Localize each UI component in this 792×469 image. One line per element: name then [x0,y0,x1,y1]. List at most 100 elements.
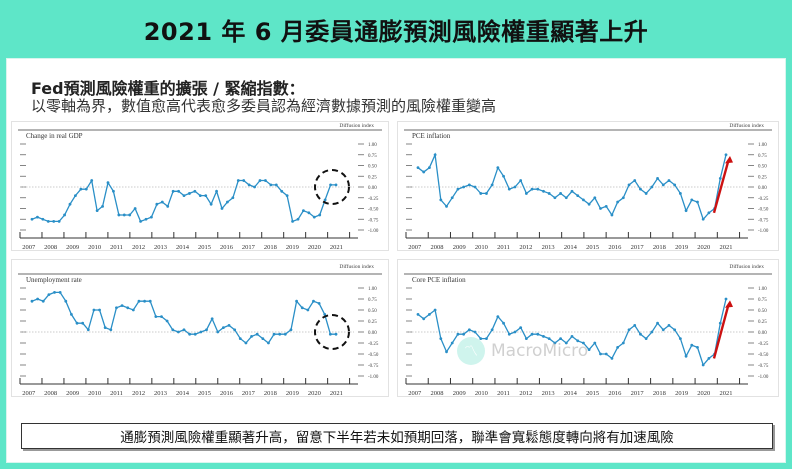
svg-text:0.75: 0.75 [368,154,377,159]
line-chart-core-pce: 1.00 0.75 0.50 0.25 0.00 -0.25 -0.50 -0.75 -1.00… [404,273,772,397]
svg-text:2015: 2015 [586,390,599,397]
svg-text:2011: 2011 [497,390,510,397]
svg-text:1.00: 1.00 [368,143,377,148]
svg-text:-0.25: -0.25 [368,197,379,202]
svg-text:2014: 2014 [176,390,190,397]
svg-text:0.25: 0.25 [758,175,767,180]
svg-text:-1.00: -1.00 [758,375,769,380]
subtitle-description: 以零軸為界，數值愈高代表愈多委員認為經濟數據預測的風險權重變高 [31,97,497,115]
svg-text:2021: 2021 [720,244,733,251]
svg-text:2018: 2018 [653,390,666,397]
svg-text:2015: 2015 [198,390,211,397]
svg-text:2010: 2010 [88,244,101,251]
chart-title: Core PCE inflation [412,276,466,284]
svg-text:2017: 2017 [242,244,256,251]
svg-text:0.25: 0.25 [368,175,377,180]
svg-text:2009: 2009 [453,390,466,397]
svg-text:2010: 2010 [475,244,488,251]
svg-text:0.75: 0.75 [758,154,767,159]
svg-text:-0.25: -0.25 [368,342,379,347]
svg-text:-0.50: -0.50 [368,353,379,358]
svg-text:2020: 2020 [697,244,710,251]
svg-text:2013: 2013 [154,244,167,251]
svg-text:2014: 2014 [176,244,190,251]
conclusion-note: 通膨預測風險權重顯著升高，留意下半年若未如預期回落，聯準會寬鬆態度轉向將有加速風… [21,423,773,449]
svg-text:-1.00: -1.00 [758,229,769,234]
svg-text:2008: 2008 [44,390,57,397]
watermark: 〽 MacroMicro [457,337,588,365]
chart-title: Change in real GDP [26,132,83,140]
svg-text:2013: 2013 [542,390,555,397]
svg-text:2009: 2009 [453,244,466,251]
line-chart-real-gdp: 1.00 0.75 0.50 0.25 0.00 -0.25 -0.50 -0.75 -1.00… [18,129,382,251]
svg-text:0.00: 0.00 [368,331,377,336]
svg-text:-0.25: -0.25 [758,342,769,347]
svg-text:2008: 2008 [44,244,57,251]
svg-text:0.00: 0.00 [758,331,767,336]
svg-text:2011: 2011 [497,244,510,251]
svg-text:2011: 2011 [110,244,123,251]
svg-text:1.00: 1.00 [758,143,767,148]
svg-text:-0.50: -0.50 [758,208,769,213]
svg-text:2020: 2020 [308,244,321,251]
svg-text:2021: 2021 [330,244,343,251]
svg-text:2016: 2016 [220,390,234,397]
svg-text:2018: 2018 [653,244,666,251]
content-card: Fed預測風險權重的擴張 / 緊縮指數： 以零軸為界，數值愈高代表愈多委員認為經… [6,58,786,463]
svg-text:2016: 2016 [608,244,622,251]
chart-panel-real-gdp: 1.00 0.75 0.50 0.25 0.00 -0.25 -0.50 -0.75 -1.00… [11,121,389,251]
svg-text:2020: 2020 [697,390,710,397]
svg-text:2019: 2019 [286,244,299,251]
chart-title: PCE inflation [412,132,451,140]
svg-text:-1.00: -1.00 [368,229,379,234]
svg-text:2017: 2017 [631,390,645,397]
svg-text:0.25: 0.25 [368,320,377,325]
line-chart-pce-inflation: 1.00 0.75 0.50 0.25 0.00 -0.25 -0.50 -0.75 -1.00… [404,129,772,251]
title-bar: 2021 年 6 月委員通膨預測風險權重顯著上升 [0,0,792,58]
svg-text:1.00: 1.00 [368,287,377,292]
svg-text:2012: 2012 [132,244,145,251]
svg-text:0.50: 0.50 [368,165,377,170]
svg-text:0.00: 0.00 [758,186,767,191]
svg-text:2009: 2009 [66,244,79,251]
svg-text:2015: 2015 [198,244,211,251]
svg-text:2015: 2015 [586,244,599,251]
svg-text:2007: 2007 [22,390,36,397]
svg-text:-0.50: -0.50 [758,353,769,358]
svg-text:2013: 2013 [154,390,167,397]
line-chart-unemployment: 1.00 0.75 0.50 0.25 0.00 -0.25 -0.50 -0.75 -1.00… [18,273,382,397]
svg-text:0.50: 0.50 [368,309,377,314]
svg-text:2018: 2018 [264,244,277,251]
svg-text:-0.25: -0.25 [758,197,769,202]
macromicro-logo-icon: 〽 [457,337,485,365]
svg-text:0.50: 0.50 [758,309,767,314]
chart-panel-core-pce: 1.00 0.75 0.50 0.25 0.00 -0.25 -0.50 -0.75 -1.00… [397,259,779,397]
svg-text:0.25: 0.25 [758,320,767,325]
svg-text:2019: 2019 [675,244,688,251]
watermark-text: MacroMicro [491,341,589,361]
svg-text:2012: 2012 [132,390,145,397]
svg-text:-0.75: -0.75 [368,364,379,369]
svg-text:2013: 2013 [542,244,555,251]
svg-text:-1.00: -1.00 [368,375,379,380]
svg-text:2010: 2010 [475,390,488,397]
svg-text:0.75: 0.75 [368,298,377,303]
svg-text:2019: 2019 [675,390,688,397]
svg-text:2019: 2019 [286,390,299,397]
svg-text:2007: 2007 [22,244,36,251]
chart-title: Unemployment rate [26,276,82,284]
svg-text:-0.75: -0.75 [368,218,379,223]
svg-text:2021: 2021 [330,390,343,397]
svg-text:2017: 2017 [242,390,256,397]
svg-text:2014: 2014 [564,244,578,251]
svg-text:2020: 2020 [308,390,321,397]
subtitle-heading: Fed預測風險權重的擴張 / 緊縮指數： [31,79,305,98]
svg-text:2012: 2012 [519,244,532,251]
chart-panel-unemployment: 1.00 0.75 0.50 0.25 0.00 -0.25 -0.50 -0.75 -1.00… [11,259,389,397]
axis-label: Diffusion index [339,264,374,270]
svg-text:1.00: 1.00 [758,287,767,292]
svg-text:2021: 2021 [720,390,733,397]
svg-text:2011: 2011 [110,390,123,397]
svg-text:-0.50: -0.50 [368,208,379,213]
svg-text:2017: 2017 [631,244,645,251]
